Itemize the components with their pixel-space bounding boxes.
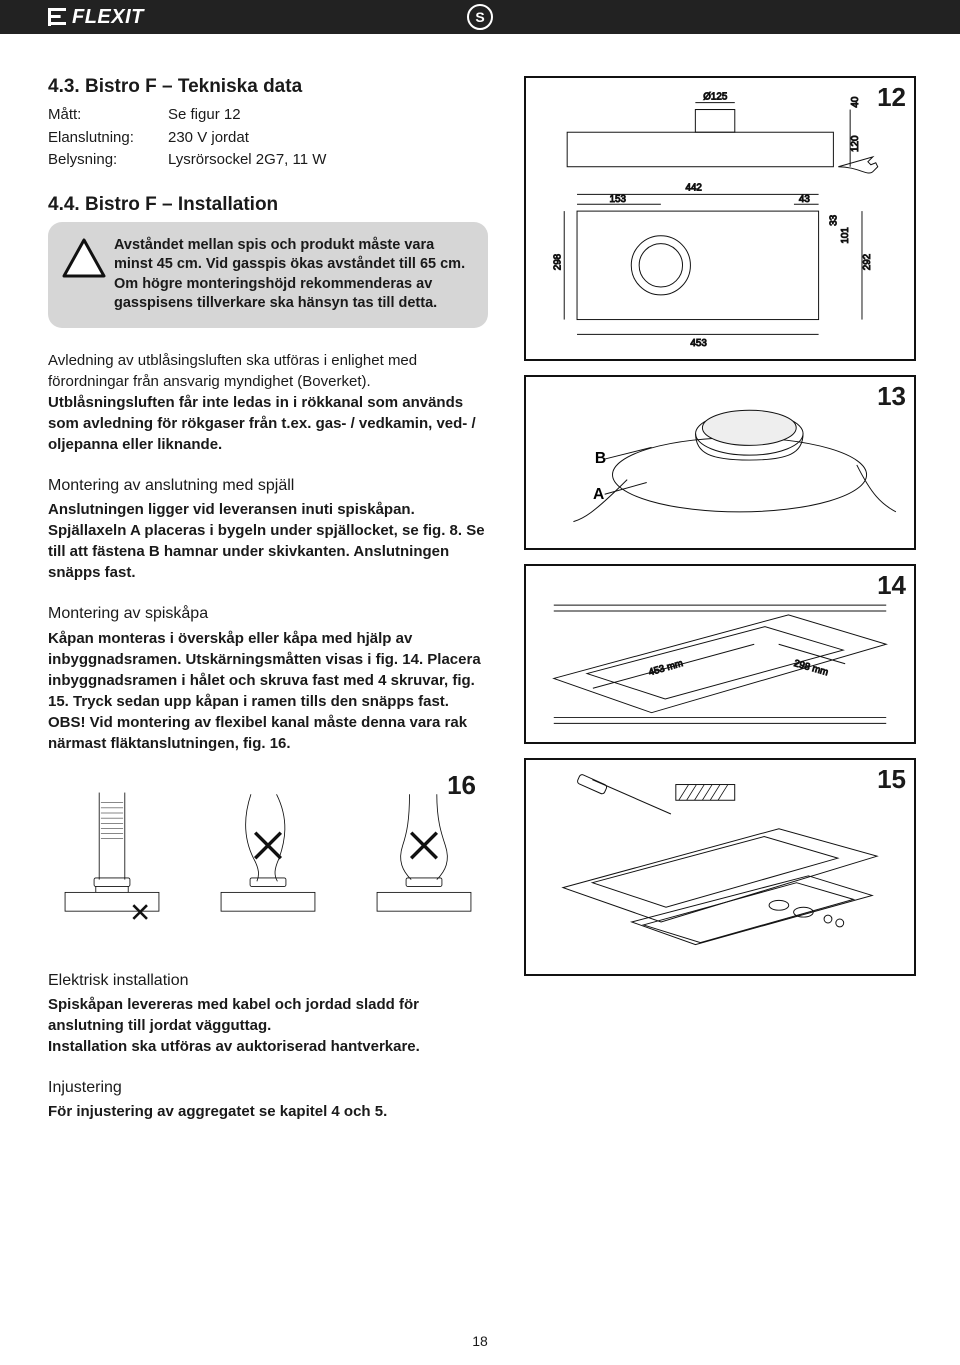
dim-453mm: 453 mm: [647, 658, 684, 678]
para-plain: Avledning av utblåsingsluften ska utföra…: [48, 352, 417, 390]
figure-14: 14 453 mm 298 mm: [524, 564, 916, 744]
section-43-title: 4.3. Bistro F – Tekniska data: [48, 76, 488, 98]
figure-13: 13 B A: [524, 375, 916, 550]
figure-number: 15: [877, 764, 906, 795]
dim-453: 453: [690, 338, 707, 349]
dim-diameter: Ø125: [703, 92, 728, 103]
right-column: 12 Ø125 40 120: [524, 76, 916, 1142]
para-avledning: Avledning av utblåsingsluften ska utföra…: [48, 350, 488, 455]
subhead: Injustering: [48, 1077, 488, 1099]
dim-40: 40: [850, 96, 861, 107]
language-badge: S: [467, 4, 493, 30]
label-a: A: [593, 486, 604, 503]
para-body: Kåpan monteras i överskåp eller kåpa med…: [48, 630, 481, 710]
header-bar: FLEXIT S: [0, 0, 960, 34]
dim-292: 292: [862, 254, 873, 270]
subhead: Montering av spiskåpa: [48, 603, 488, 625]
spec-row: Mått: Se figur 12: [48, 104, 488, 127]
para-body: För injustering av aggregatet se kapitel…: [48, 1103, 387, 1120]
language-badge-text: S: [475, 9, 484, 25]
label-b: B: [595, 450, 606, 467]
fig16-wrong-1: [204, 774, 332, 934]
brand-logo: FLEXIT: [48, 6, 144, 29]
dim-442: 442: [685, 182, 701, 193]
left-column: 4.3. Bistro F – Tekniska data Mått: Se f…: [48, 76, 488, 1142]
warning-text: Avståndet mellan spis och produkt måste …: [114, 237, 465, 312]
spec-label: Elanslutning:: [48, 127, 168, 150]
spec-row: Elanslutning: 230 V jordat: [48, 127, 488, 150]
flexit-icon: [48, 8, 66, 26]
figure-number: 12: [877, 82, 906, 113]
spec-table: Mått: Se figur 12 Elanslutning: 230 V jo…: [48, 104, 488, 172]
para-bold: Utblåsningsluften får inte ledas in i rö…: [48, 394, 476, 453]
para-montering-spiskapa: Montering av spiskåpa Kåpan monteras i ö…: [48, 603, 488, 753]
fig16-wrong-2: [360, 774, 488, 934]
spec-label: Belysning:: [48, 149, 168, 172]
para-body: Spiskåpan levereras med kabel och jordad…: [48, 996, 419, 1034]
dim-43: 43: [799, 194, 810, 205]
fig16-correct: [48, 774, 176, 934]
page-content: 4.3. Bistro F – Tekniska data Mått: Se f…: [0, 34, 960, 1162]
spec-row: Belysning: Lysrörsockel 2G7, 11 W: [48, 149, 488, 172]
subhead: Montering av anslutning med spjäll: [48, 475, 488, 497]
figure-number: 13: [877, 381, 906, 412]
spec-label: Mått:: [48, 104, 168, 127]
warning-box: Avståndet mellan spis och produkt måste …: [48, 222, 488, 328]
figure-16: 16: [48, 774, 488, 934]
section-44-title: 4.4. Bistro F – Installation: [48, 194, 488, 216]
subhead: Elektrisk installation: [48, 970, 488, 992]
dim-298mm: 298 mm: [793, 658, 830, 678]
brand-text: FLEXIT: [72, 6, 144, 29]
figure-15: 15: [524, 758, 916, 976]
para-injustering: Injustering För injustering av aggregate…: [48, 1077, 488, 1122]
dim-298: 298: [552, 253, 563, 270]
para-bold: Installation ska utföras av auktoriserad…: [48, 1038, 420, 1055]
spec-value: Se figur 12: [168, 104, 241, 127]
dim-153: 153: [610, 194, 627, 205]
warning-triangle-icon: [62, 238, 106, 278]
page-number: 18: [472, 1333, 488, 1349]
dim-33: 33: [828, 214, 839, 225]
dim-101: 101: [840, 227, 851, 243]
dim-120: 120: [850, 135, 861, 152]
para-body: Anslutningen ligger vid leveransen inuti…: [48, 501, 485, 581]
figure-number: 14: [877, 570, 906, 601]
spec-value: Lysrörsockel 2G7, 11 W: [168, 149, 326, 172]
para-elektrisk: Elektrisk installation Spiskåpan leverer…: [48, 970, 488, 1057]
figure-12: 12 Ø125 40 120: [524, 76, 916, 361]
para-montering-spjall: Montering av anslutning med spjäll Anslu…: [48, 475, 488, 583]
para-obs: OBS! Vid montering av flexibel kanal mås…: [48, 714, 467, 752]
spec-value: 230 V jordat: [168, 127, 249, 150]
